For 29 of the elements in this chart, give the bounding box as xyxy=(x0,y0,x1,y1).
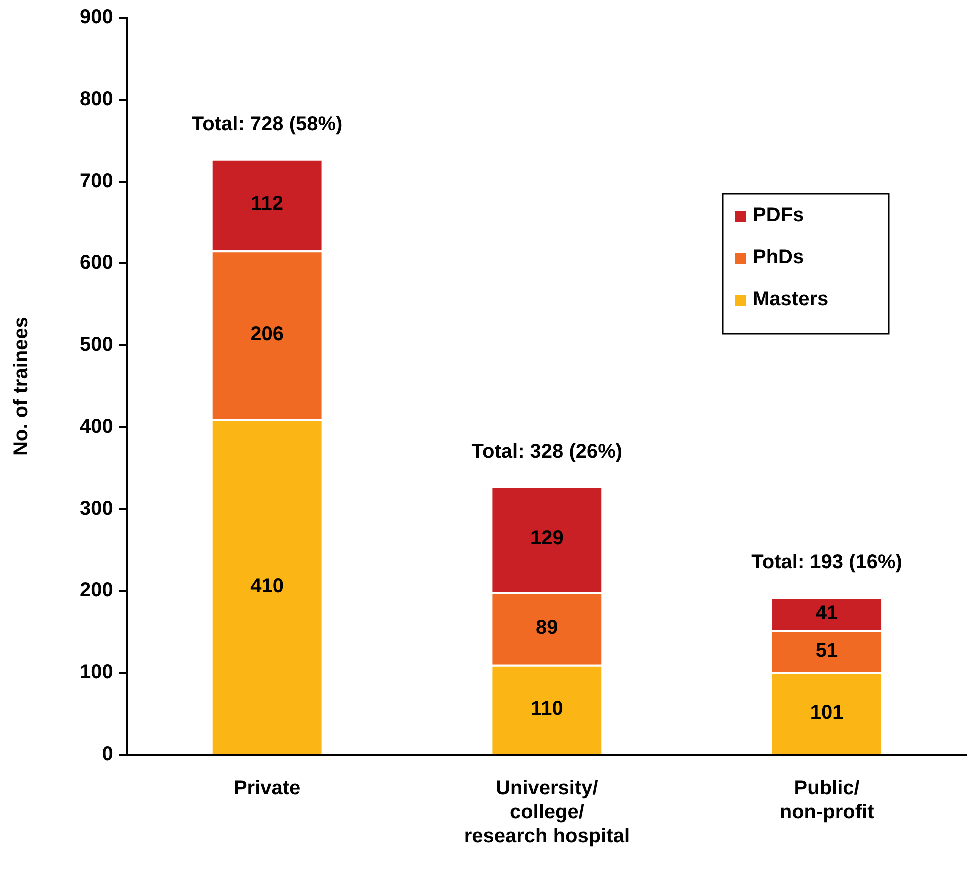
legend-label: PDFs xyxy=(753,204,804,227)
total-label: Total: 328 (26%) xyxy=(472,440,623,463)
y-tick-label: 400 xyxy=(80,416,114,438)
data-label: 101 xyxy=(810,702,844,724)
y-tick-label: 100 xyxy=(80,662,114,684)
x-tick-label: Private xyxy=(234,778,301,800)
x-tick-label: Public/ non-profit xyxy=(780,778,875,824)
y-tick-label: 300 xyxy=(80,498,114,520)
y-tick-label: 900 xyxy=(80,6,114,29)
legend-label: PhDs xyxy=(753,246,804,269)
data-label: 206 xyxy=(250,323,284,346)
legend-label: Masters xyxy=(753,288,829,311)
y-tick-label: 500 xyxy=(80,334,114,356)
data-label: 110 xyxy=(531,698,564,720)
data-label: 410 xyxy=(250,575,284,598)
data-label: 41 xyxy=(816,602,838,624)
total-label: Total: 728 (58%) xyxy=(192,113,343,136)
y-tick-label: 800 xyxy=(80,88,114,110)
data-label: 89 xyxy=(536,616,558,639)
y-tick-label: 600 xyxy=(80,252,114,274)
data-label: 129 xyxy=(530,528,564,550)
y-axis-title: No. of trainees xyxy=(10,317,33,456)
y-tick-label: 200 xyxy=(80,580,114,602)
total-label: Total: 193 (16%) xyxy=(752,551,902,574)
y-tick-label: 0 xyxy=(102,744,114,766)
data-label: 112 xyxy=(251,193,284,216)
data-label: 51 xyxy=(816,640,838,662)
y-tick-label: 700 xyxy=(80,170,114,192)
x-tick-label: University/ college/ research hospital xyxy=(464,778,630,848)
